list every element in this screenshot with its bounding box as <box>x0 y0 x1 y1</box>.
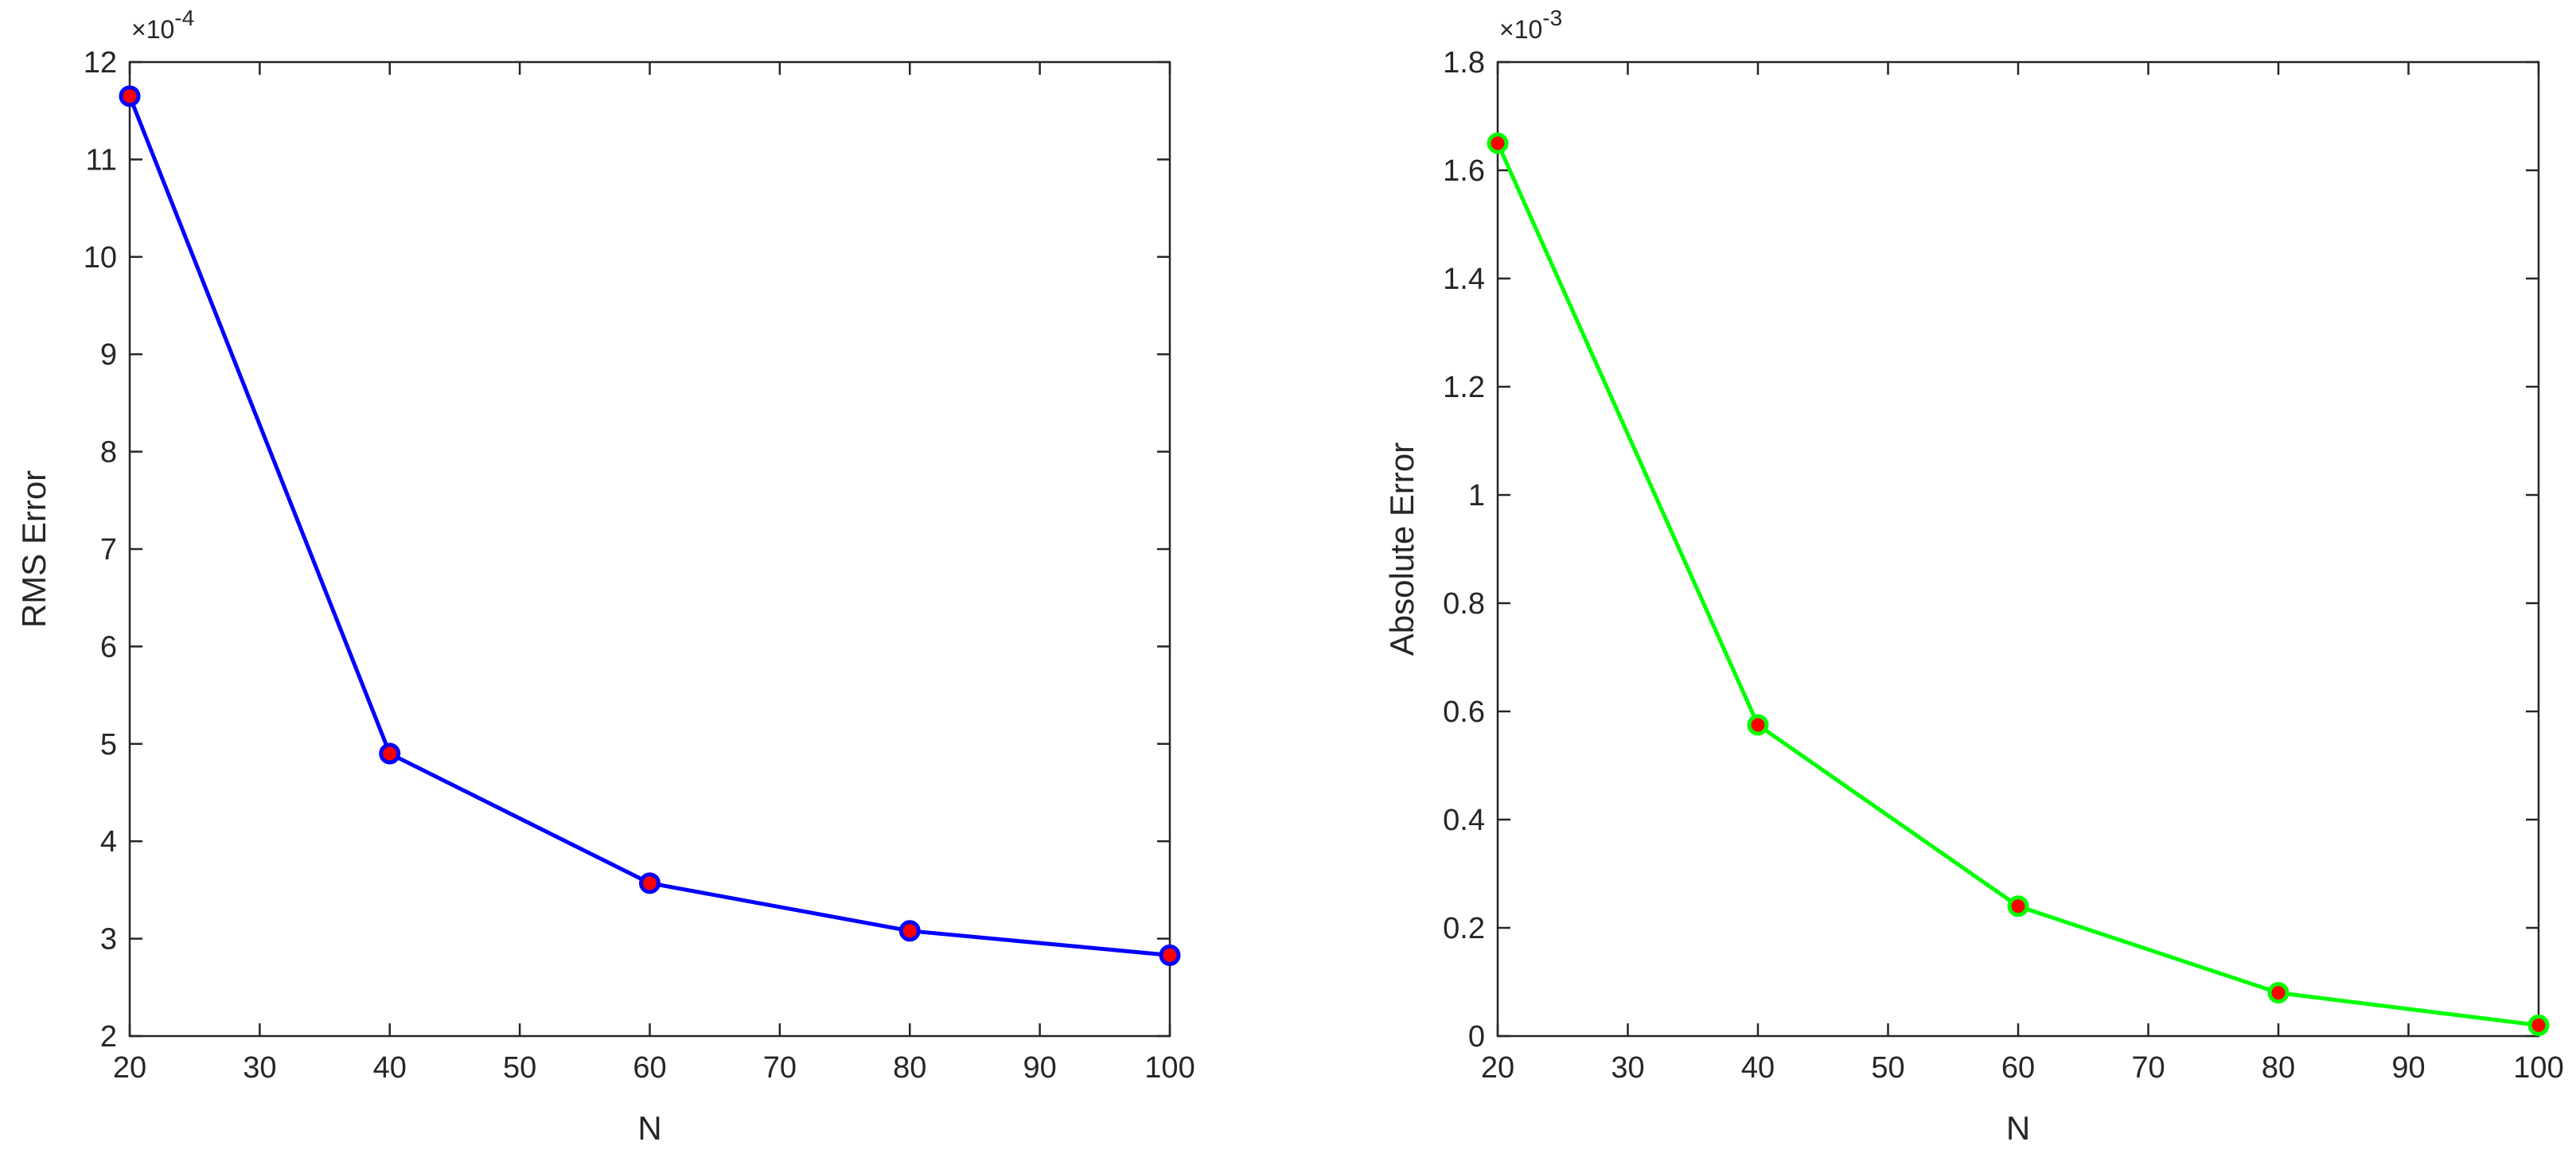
rms-error-chart: 20 30 40 50 60 70 80 90 100 2 3 4 5 6 7 8 9 10 11 12 N RMS Er… <box>15 6 1195 1147</box>
y-exponent-power: -4 <box>174 6 194 30</box>
y-axis-label: RMS Error <box>15 470 53 628</box>
y-tick-label: 1.2 <box>1443 371 1485 404</box>
axes-box <box>1496 60 2540 1038</box>
x-tick-label: 100 <box>2513 1051 2563 1085</box>
y-exponent-label: ×10-3 <box>1499 6 1562 44</box>
x-tick-label: 60 <box>2001 1051 2035 1085</box>
data-point <box>898 920 921 942</box>
y-tick-label: 1 <box>1468 479 1485 512</box>
y-tick-label: 2 <box>100 1020 117 1054</box>
x-tick-label: 80 <box>893 1051 926 1085</box>
y-tick-label: 12 <box>84 46 117 80</box>
data-point <box>1159 944 1181 966</box>
x-tick-label: 90 <box>2391 1051 2425 1085</box>
y-tick-label: 0.6 <box>1443 695 1485 729</box>
data-point <box>2267 982 2290 1004</box>
y-exponent-power: -3 <box>1542 6 1562 30</box>
y-tick-label: 5 <box>100 728 117 762</box>
y-exponent-label: ×10-4 <box>131 6 194 44</box>
y-tick-label: 6 <box>100 630 117 664</box>
series-line <box>127 95 1171 957</box>
data-point <box>2527 1014 2550 1036</box>
data-point <box>1747 714 1769 736</box>
y-tick-label: 11 <box>86 143 117 177</box>
x-tick-label: 60 <box>633 1051 666 1085</box>
y-tick-label: 3 <box>100 923 117 956</box>
y-exponent-base: ×10 <box>1499 15 1542 44</box>
series-line <box>1495 142 2539 1027</box>
x-tick-label: 50 <box>1871 1051 1904 1085</box>
data-point <box>2007 895 2029 918</box>
y-tick-label: 1.6 <box>1443 154 1485 188</box>
data-point <box>1487 132 1509 154</box>
x-axis-label: N <box>2006 1109 2030 1147</box>
y-tick-label: 0.8 <box>1443 587 1485 621</box>
x-tick-label: 70 <box>763 1051 797 1085</box>
x-tick-label: 30 <box>243 1051 276 1085</box>
y-exponent-base: ×10 <box>131 15 174 44</box>
x-tick-label: 40 <box>1741 1051 1775 1085</box>
x-tick-label: 100 <box>1144 1051 1194 1085</box>
x-tick-label: 30 <box>1611 1051 1644 1085</box>
x-tick-label: 40 <box>373 1051 407 1085</box>
y-tick-label: 1.8 <box>1443 46 1485 80</box>
y-tick-label: 0 <box>1468 1020 1485 1054</box>
y-tick-label: 9 <box>100 338 117 372</box>
x-tick-label: 80 <box>2262 1051 2295 1085</box>
y-tick-label: 0.2 <box>1443 912 1485 945</box>
x-tick-label: 70 <box>2131 1051 2165 1085</box>
data-point <box>639 872 661 894</box>
x-tick-label: 50 <box>503 1051 536 1085</box>
data-point <box>379 742 401 765</box>
data-point <box>119 85 141 107</box>
y-tick-label: 0.4 <box>1443 804 1485 837</box>
absolute-error-chart: 20 30 40 50 60 70 80 90 100 0 0.2 0.4 0.6 0.8 1 1.2 1.4 1… <box>1383 6 2564 1147</box>
y-tick-label: 10 <box>84 241 117 275</box>
y-tick-label: 1.4 <box>1443 263 1485 296</box>
y-tick-label: 4 <box>100 825 117 859</box>
x-axis-label: N <box>637 1109 661 1147</box>
x-tick-label: 90 <box>1023 1051 1056 1085</box>
y-tick-label: 7 <box>100 533 117 567</box>
x-tick-label: 20 <box>113 1051 146 1085</box>
y-tick-label: 8 <box>100 436 117 469</box>
y-axis-label: Absolute Error <box>1383 442 1421 656</box>
x-tick-label: 20 <box>1481 1051 1514 1085</box>
